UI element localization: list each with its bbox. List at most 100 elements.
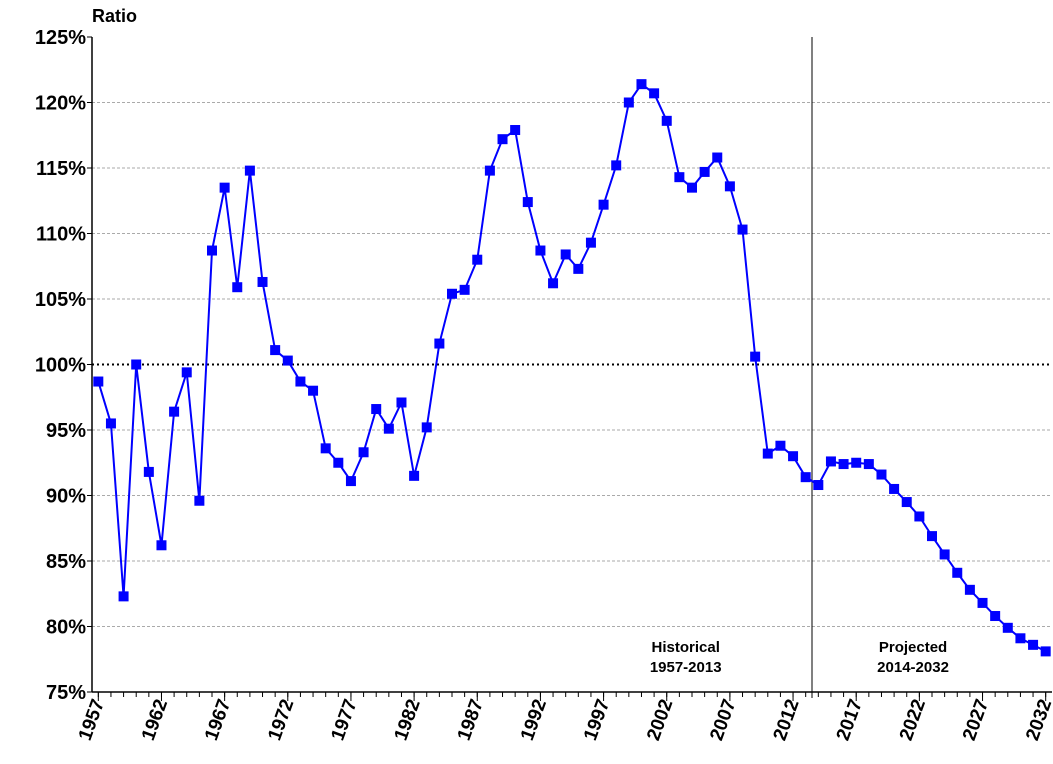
marker [889,483,900,494]
marker [270,345,281,356]
marker [560,249,571,260]
marker [712,152,723,163]
x-tick-label: 1982 [391,697,425,744]
marker [459,284,470,295]
marker [320,443,331,454]
marker [510,125,521,136]
x-tick-label: 2032 [1022,697,1053,744]
x-tick-label: 2002 [643,697,677,744]
marker [484,165,495,176]
marker [788,451,799,462]
annotation: Historical [652,639,720,656]
annotation: Projected [879,639,947,656]
marker [863,459,874,470]
marker [964,584,975,595]
y-tick-label: 115% [36,158,86,180]
y-tick-label: 100% [35,355,86,377]
marker [914,511,925,522]
marker [901,497,912,508]
y-tick-label: 85% [46,551,86,573]
marker [257,276,268,287]
x-tick-label: 1987 [454,697,488,744]
marker [434,338,445,349]
marker [131,359,142,370]
marker [585,237,596,248]
marker [927,531,937,542]
marker [194,495,205,506]
marker [661,115,672,126]
marker [219,182,230,193]
marker [623,97,634,108]
marker [800,472,811,483]
marker [295,376,306,387]
marker [939,549,950,560]
marker [181,367,192,378]
marker [497,134,508,145]
y-tick-label: 95% [46,420,86,442]
x-tick-label: 1967 [201,697,235,744]
marker [371,404,382,415]
marker [724,181,735,192]
marker [598,199,609,210]
marker [573,263,584,274]
marker [156,540,167,551]
marker [244,165,255,176]
marker [548,278,559,289]
marker [636,79,647,90]
marker [358,447,369,458]
marker [699,166,710,177]
marker [169,406,180,417]
marker [762,448,773,459]
marker [396,397,407,408]
annotation: 2014-2032 [877,659,949,676]
marker [472,254,483,265]
marker [977,597,988,608]
y-tick-label: 120% [35,93,86,115]
marker [952,567,963,578]
marker [813,480,824,491]
marker [825,456,836,467]
annotation: 1957-2013 [650,659,722,676]
marker [535,245,546,256]
marker [383,423,394,434]
marker [838,459,849,470]
marker [207,245,217,256]
series-line [97,82,1047,653]
marker [1028,639,1039,650]
marker [1002,622,1013,633]
marker [105,418,116,429]
marker [308,385,319,396]
marker [687,182,697,193]
x-tick-label: 1962 [138,697,172,744]
marker [118,591,129,602]
y-axis-label: Ratio [92,6,137,26]
y-tick-label: 105% [35,289,86,311]
x-tick-label: 1977 [327,697,361,744]
marker [1015,633,1026,644]
y-tick-label: 110% [36,224,86,246]
marker [775,440,786,451]
y-tick-label: 125% [35,27,86,49]
marker [990,611,1001,622]
marker [333,457,344,468]
y-tick-label: 75% [46,682,86,704]
marker [522,197,533,208]
marker [93,376,104,387]
x-tick-label: 2027 [959,697,993,744]
x-tick-label: 1997 [580,697,614,744]
marker [876,469,887,480]
marker [1040,646,1051,657]
x-tick-label: 2007 [706,697,740,744]
marker [345,476,356,487]
marker [750,351,761,362]
marker [447,288,457,299]
marker [232,282,243,293]
marker [851,457,862,468]
x-tick-label: 2012 [770,697,804,744]
marker [737,224,748,235]
y-tick-label: 90% [46,486,86,508]
x-tick-label: 2017 [833,697,867,744]
y-tick-label: 80% [46,617,86,639]
marker [421,422,432,433]
